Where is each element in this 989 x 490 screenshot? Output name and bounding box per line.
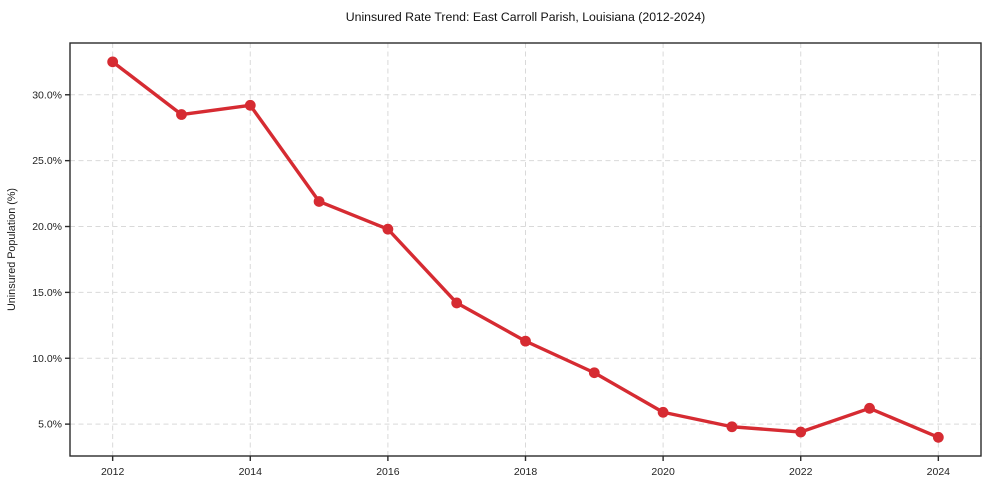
y-tick-label: 10.0% [32,353,62,365]
x-tick-label: 2022 [789,466,813,478]
y-tick-label: 5.0% [38,419,62,431]
y-axis-label: Uninsured Population (%) [6,188,18,311]
x-tick-label: 2014 [239,466,263,478]
data-point-2015 [313,196,325,207]
y-tick-label: 25.0% [32,155,62,167]
data-point-2013 [176,109,187,120]
y-tick-label: 30.0% [32,89,62,101]
data-point-2016 [382,223,394,235]
x-tick-label: 2020 [651,466,675,478]
data-point-2021 [726,421,738,433]
data-point-2019 [588,367,600,379]
chart-title: Uninsured Rate Trend: East Carroll Paris… [346,10,706,24]
x-tick-label: 2012 [101,466,125,478]
data-point-2012 [107,56,119,68]
data-point-2014 [244,99,256,111]
x-tick-label: 2018 [514,466,538,478]
x-tick-label: 2016 [376,466,400,478]
y-tick-label: 15.0% [32,287,62,299]
plot-area: 5.0% 10.0% 15.0% 20.0% 25.0% 30.0% 2012 2014 201… [32,42,982,478]
data-point-2018 [520,335,531,347]
y-tick-label: 20.0% [32,221,62,233]
data-point-2024 [932,431,944,443]
data-point-2017 [451,297,463,309]
data-point-2023 [864,402,875,414]
x-tick-label: 2024 [927,466,951,478]
data-point-2020 [657,406,669,418]
data-point-2022 [795,426,807,438]
